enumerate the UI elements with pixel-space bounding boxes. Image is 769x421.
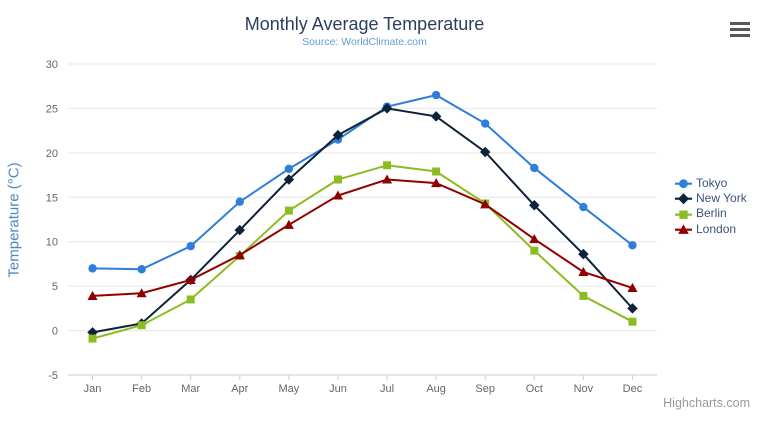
- svg-text:Jul: Jul: [380, 383, 394, 395]
- svg-text:Apr: Apr: [231, 383, 248, 395]
- svg-text:-5: -5: [48, 370, 58, 382]
- svg-text:Oct: Oct: [526, 383, 543, 395]
- svg-text:15: 15: [46, 192, 58, 204]
- svg-text:25: 25: [46, 103, 58, 115]
- svg-text:Feb: Feb: [132, 383, 151, 395]
- svg-text:Aug: Aug: [426, 383, 446, 395]
- svg-text:30: 30: [46, 59, 58, 71]
- svg-text:Nov: Nov: [574, 383, 594, 395]
- svg-text:0: 0: [52, 326, 58, 338]
- svg-text:10: 10: [46, 237, 58, 249]
- svg-text:Sep: Sep: [475, 383, 495, 395]
- svg-text:May: May: [278, 383, 299, 395]
- svg-text:Dec: Dec: [623, 383, 643, 395]
- svg-text:Jun: Jun: [329, 383, 347, 395]
- svg-text:5: 5: [52, 281, 58, 293]
- svg-text:Mar: Mar: [181, 383, 200, 395]
- svg-text:20: 20: [46, 148, 58, 160]
- svg-text:Jan: Jan: [84, 383, 102, 395]
